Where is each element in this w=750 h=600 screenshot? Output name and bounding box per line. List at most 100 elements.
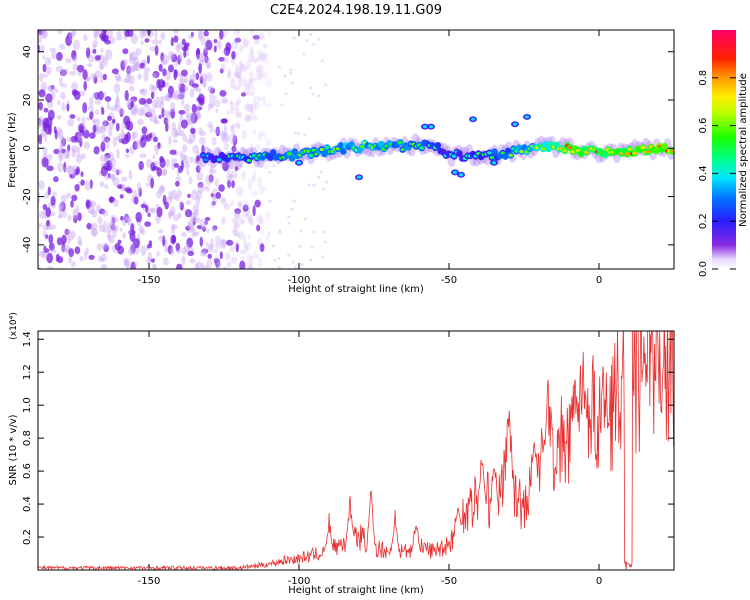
heatmap-cell <box>298 244 302 248</box>
heatmap-cell <box>92 48 97 54</box>
heatmap-cell <box>128 52 133 58</box>
heatmap-cell <box>38 89 46 98</box>
heatmap-cell <box>107 234 112 242</box>
heatmap-cell <box>66 164 73 174</box>
heatmap-cell <box>45 66 52 76</box>
heatmap-cell <box>190 127 196 135</box>
heatmap-cell <box>229 124 234 131</box>
y-tick-label: -40 <box>22 237 33 253</box>
heatmap-cell <box>222 266 228 269</box>
y-tick-label: 1.2 <box>22 364 33 380</box>
heatmap-cell <box>202 265 209 269</box>
heatmap-cell <box>185 200 192 206</box>
heatmap-cell <box>253 251 258 259</box>
heatmap-cell <box>179 74 184 85</box>
heatmap-cell <box>183 243 190 253</box>
heatmap-cell <box>41 73 48 78</box>
heatmap-cell <box>210 202 215 209</box>
heatmap-cell <box>94 70 102 78</box>
heatmap-cell <box>235 67 242 79</box>
heatmap-cell <box>135 139 141 145</box>
heatmap-cell <box>252 169 256 180</box>
heatmap-cell <box>223 124 228 131</box>
heatmap-cell <box>167 85 174 96</box>
heatmap-cell <box>108 121 114 130</box>
heatmap-cell <box>325 180 329 184</box>
heatmap-cell <box>235 243 239 253</box>
heatmap-cell <box>176 57 183 63</box>
heatmap-cell <box>58 77 63 86</box>
heatmap-cell <box>226 172 233 184</box>
heatmap-cell <box>90 72 97 80</box>
heatmap-cell <box>287 221 291 225</box>
heatmap-cell <box>70 261 76 268</box>
heatmap-cell <box>181 38 186 46</box>
heatmap-cell <box>127 121 134 131</box>
heatmap-cell <box>201 248 209 254</box>
heatmap-cell <box>233 30 241 36</box>
heatmap-cell <box>168 64 174 73</box>
heatmap-cell <box>211 200 216 206</box>
heatmap-cell <box>130 109 138 115</box>
heatmap-cell <box>239 63 244 74</box>
heatmap-cell <box>94 92 100 100</box>
heatmap-cell <box>179 201 184 211</box>
spectrogram-ylabel: Frequency (Hz) <box>7 112 18 188</box>
heatmap-cell <box>278 231 282 235</box>
heatmap-cell <box>199 73 207 81</box>
heatmap-cell <box>233 85 241 91</box>
heatmap-cell <box>56 115 62 120</box>
heatmap-cell <box>185 109 190 118</box>
heatmap-cell <box>219 68 224 74</box>
heatmap-cell <box>140 88 148 96</box>
heatmap-cell <box>221 239 227 249</box>
heatmap-cell <box>271 244 275 248</box>
heatmap-cell <box>127 217 131 227</box>
heatmap-cell <box>236 232 241 237</box>
heatmap-cell <box>214 178 220 188</box>
heatmap-cell <box>173 89 180 99</box>
heatmap-cell <box>154 45 159 56</box>
heatmap-cell <box>50 196 56 206</box>
heatmap-cell <box>211 136 217 146</box>
heatmap-cell <box>73 90 81 101</box>
heatmap-cell <box>264 102 272 108</box>
heatmap-cell <box>182 134 188 142</box>
heatmap-cell <box>72 208 78 220</box>
heatmap-cell <box>45 207 51 218</box>
heatmap-cell <box>221 216 226 225</box>
heatmap-cell <box>169 206 176 217</box>
heatmap-cell <box>38 121 43 127</box>
heatmap-cell <box>130 261 136 269</box>
heatmap-cell <box>177 189 182 198</box>
heatmap-cell <box>251 86 255 96</box>
heatmap-cell <box>136 118 144 126</box>
heatmap-cell <box>89 179 93 189</box>
heatmap-cell <box>71 145 78 154</box>
heatmap-cell <box>203 158 208 162</box>
heatmap-cell <box>145 111 153 118</box>
heatmap-cell <box>459 173 463 177</box>
heatmap-cell <box>139 88 144 94</box>
heatmap-cell <box>137 73 142 80</box>
heatmap-cell <box>125 74 132 83</box>
heatmap-cell <box>311 92 315 96</box>
heatmap-cell <box>199 75 204 85</box>
heatmap-cell <box>253 34 261 46</box>
heatmap-cell <box>221 118 227 123</box>
heatmap-cell <box>120 215 124 221</box>
heatmap-cell <box>222 49 227 55</box>
heatmap-cell <box>262 132 267 140</box>
heatmap-cell <box>83 34 88 41</box>
heatmap-cell <box>110 224 116 231</box>
heatmap-cell <box>90 222 98 230</box>
heatmap-cell <box>158 64 163 72</box>
heatmap-cell <box>242 80 248 87</box>
heatmap-cell <box>252 129 257 136</box>
heatmap-cell <box>238 74 242 81</box>
heatmap-cell <box>89 111 94 120</box>
heatmap-cell <box>224 252 231 261</box>
heatmap-cell <box>252 205 256 217</box>
heatmap-cell <box>196 53 204 60</box>
heatmap-cell <box>197 161 202 172</box>
